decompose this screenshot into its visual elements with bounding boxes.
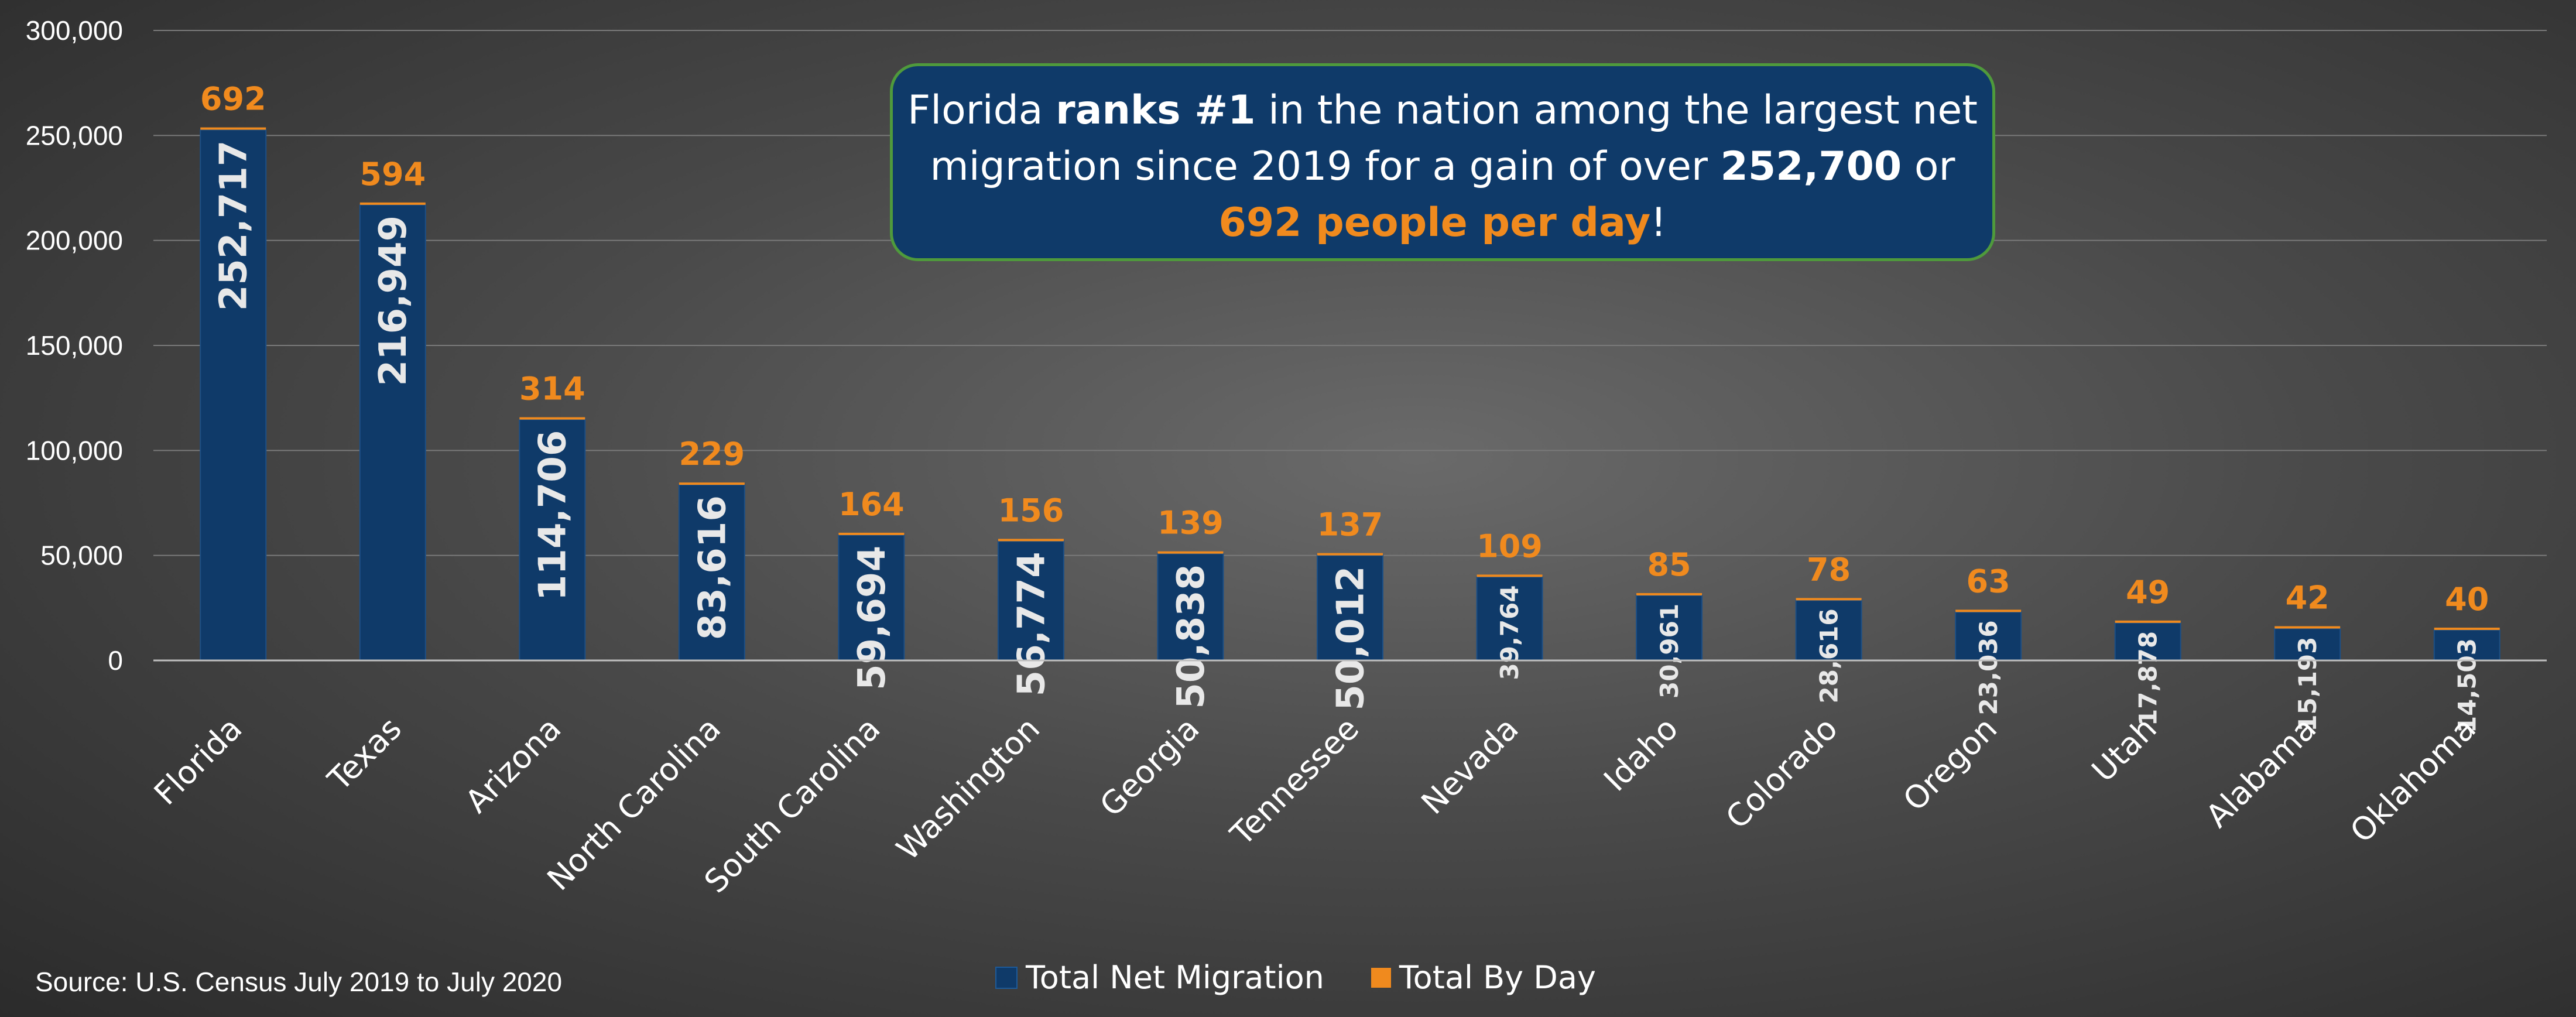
legend: Total Net Migration Total By Day [995,959,1643,996]
data-label-by-day: 109 [1477,528,1543,564]
x-tick-label: Arizona [458,710,568,820]
bar-total-by-day [519,417,585,420]
bar-total-by-day [1157,551,1224,554]
data-label-net-migration: 50,838 [1170,564,1213,709]
bar-total-net-migration [200,129,267,661]
data-label-by-day: 164 [838,486,905,523]
data-label-net-migration: 17,878 [2133,631,2162,726]
data-label-net-migration: 30,961 [1655,604,1684,698]
data-label-by-day: 139 [1157,505,1224,542]
x-tick-label: Oklahoma [2343,710,2483,850]
callout-text-4: ! [1650,200,1667,246]
bar-total-net-migration [1157,553,1224,661]
bar-total-by-day [1317,553,1383,556]
x-tick-label: Washington [889,710,1047,868]
data-label-net-migration: 252,717 [213,141,256,311]
legend-label-by-day: Total By Day [1399,959,1596,996]
data-label-by-day: 85 [1647,546,1691,583]
x-tick-label: Georgia [1092,710,1206,824]
data-label-net-migration: 15,193 [2293,637,2322,732]
legend-item-by-day: Total By Day [1371,959,1596,996]
data-label-by-day: 78 [1807,551,1851,588]
data-label-by-day: 594 [359,156,426,193]
bar-total-by-day [359,202,426,205]
legend-label-net-migration: Total Net Migration [1026,959,1324,996]
x-tick-label: Alabama [2198,710,2323,835]
bar-total-net-migration [838,534,905,661]
y-tick-label: 250,000 [26,120,123,150]
x-tick-label: Florida [147,710,249,812]
data-label-by-day: 49 [2126,574,2170,611]
bar-total-net-migration [1795,600,1862,661]
callout-text-1: Florida [907,87,1056,133]
data-label-by-day: 229 [679,436,745,472]
data-label-net-migration: 39,764 [1495,585,1524,680]
data-label-by-day: 156 [998,492,1064,529]
y-tick-label: 150,000 [26,330,123,361]
y-tick-label: 300,000 [26,15,123,46]
y-tick-label: 100,000 [26,435,123,465]
bar-total-net-migration [1955,611,2022,662]
bar-total-net-migration [519,419,586,662]
bar-total-by-day [200,127,266,130]
x-tick-label: Tennessee [1223,710,1366,853]
bar-total-by-day [1477,574,1543,577]
bar-total-by-day [838,532,905,535]
data-label-by-day: 137 [1317,506,1383,543]
y-tick-label: 0 [108,645,123,676]
data-label-by-day: 40 [2445,581,2489,618]
data-label-net-migration: 59,694 [851,546,894,690]
callout-gain: 252,700 [1720,143,1902,190]
callout-per-day: 692 people per day [1218,200,1651,246]
x-tick-label: Idaho [1597,710,1685,799]
x-tick-label: South Carolina [697,710,888,900]
bar-total-by-day [2115,620,2181,623]
x-tick-label: North Carolina [540,710,728,898]
bar-total-by-day [1796,598,1862,601]
data-label-net-migration: 50,012 [1329,566,1372,711]
callout-rank: ranks #1 [1056,87,1256,133]
legend-item-net-migration: Total Net Migration [995,959,1324,996]
bar-total-by-day [998,539,1064,542]
bar-total-net-migration [997,540,1064,662]
bar-total-by-day [2434,627,2500,630]
data-label-net-migration: 28,616 [1814,608,1843,703]
bar-total-net-migration [1317,554,1383,661]
x-tick-label: Nevada [1414,710,1525,821]
x-tick-label: Oregon [1896,710,2005,819]
data-label-by-day: 42 [2286,580,2330,617]
data-label-net-migration: 23,036 [1974,620,2003,715]
data-label-net-migration: 83,616 [691,495,734,640]
data-label-by-day: 63 [1967,563,2010,600]
data-label-net-migration: 14,503 [2452,638,2481,733]
callout-box: Florida ranks #1 in the nation among the… [890,63,1995,261]
bar-total-net-migration [1636,594,1703,661]
source-note: Source: U.S. Census July 2019 to July 20… [35,967,563,997]
bar-total-by-day [2274,626,2341,629]
x-tick-label: Colorado [1719,710,1845,836]
legend-swatch-net-migration [995,966,1018,989]
callout-text-2: in the nation among the largest net migr… [930,87,1978,190]
x-tick-label: Texas [320,710,409,799]
bar-total-net-migration [678,484,745,661]
bar-total-by-day [679,482,745,485]
bar-total-by-day [1636,593,1703,595]
data-label-by-day: 692 [200,81,266,118]
data-label-net-migration: 114,706 [532,430,575,601]
data-label-by-day: 314 [519,371,585,408]
legend-swatch-by-day [1371,967,1391,988]
bar-total-by-day [1955,609,2022,612]
data-label-net-migration: 216,949 [372,215,415,386]
y-tick-label: 50,000 [40,540,123,571]
callout-text-3: or [1902,143,1955,190]
bar-total-net-migration [2274,628,2341,662]
data-label-net-migration: 56,774 [1010,552,1053,696]
y-tick-label: 200,000 [26,225,123,256]
